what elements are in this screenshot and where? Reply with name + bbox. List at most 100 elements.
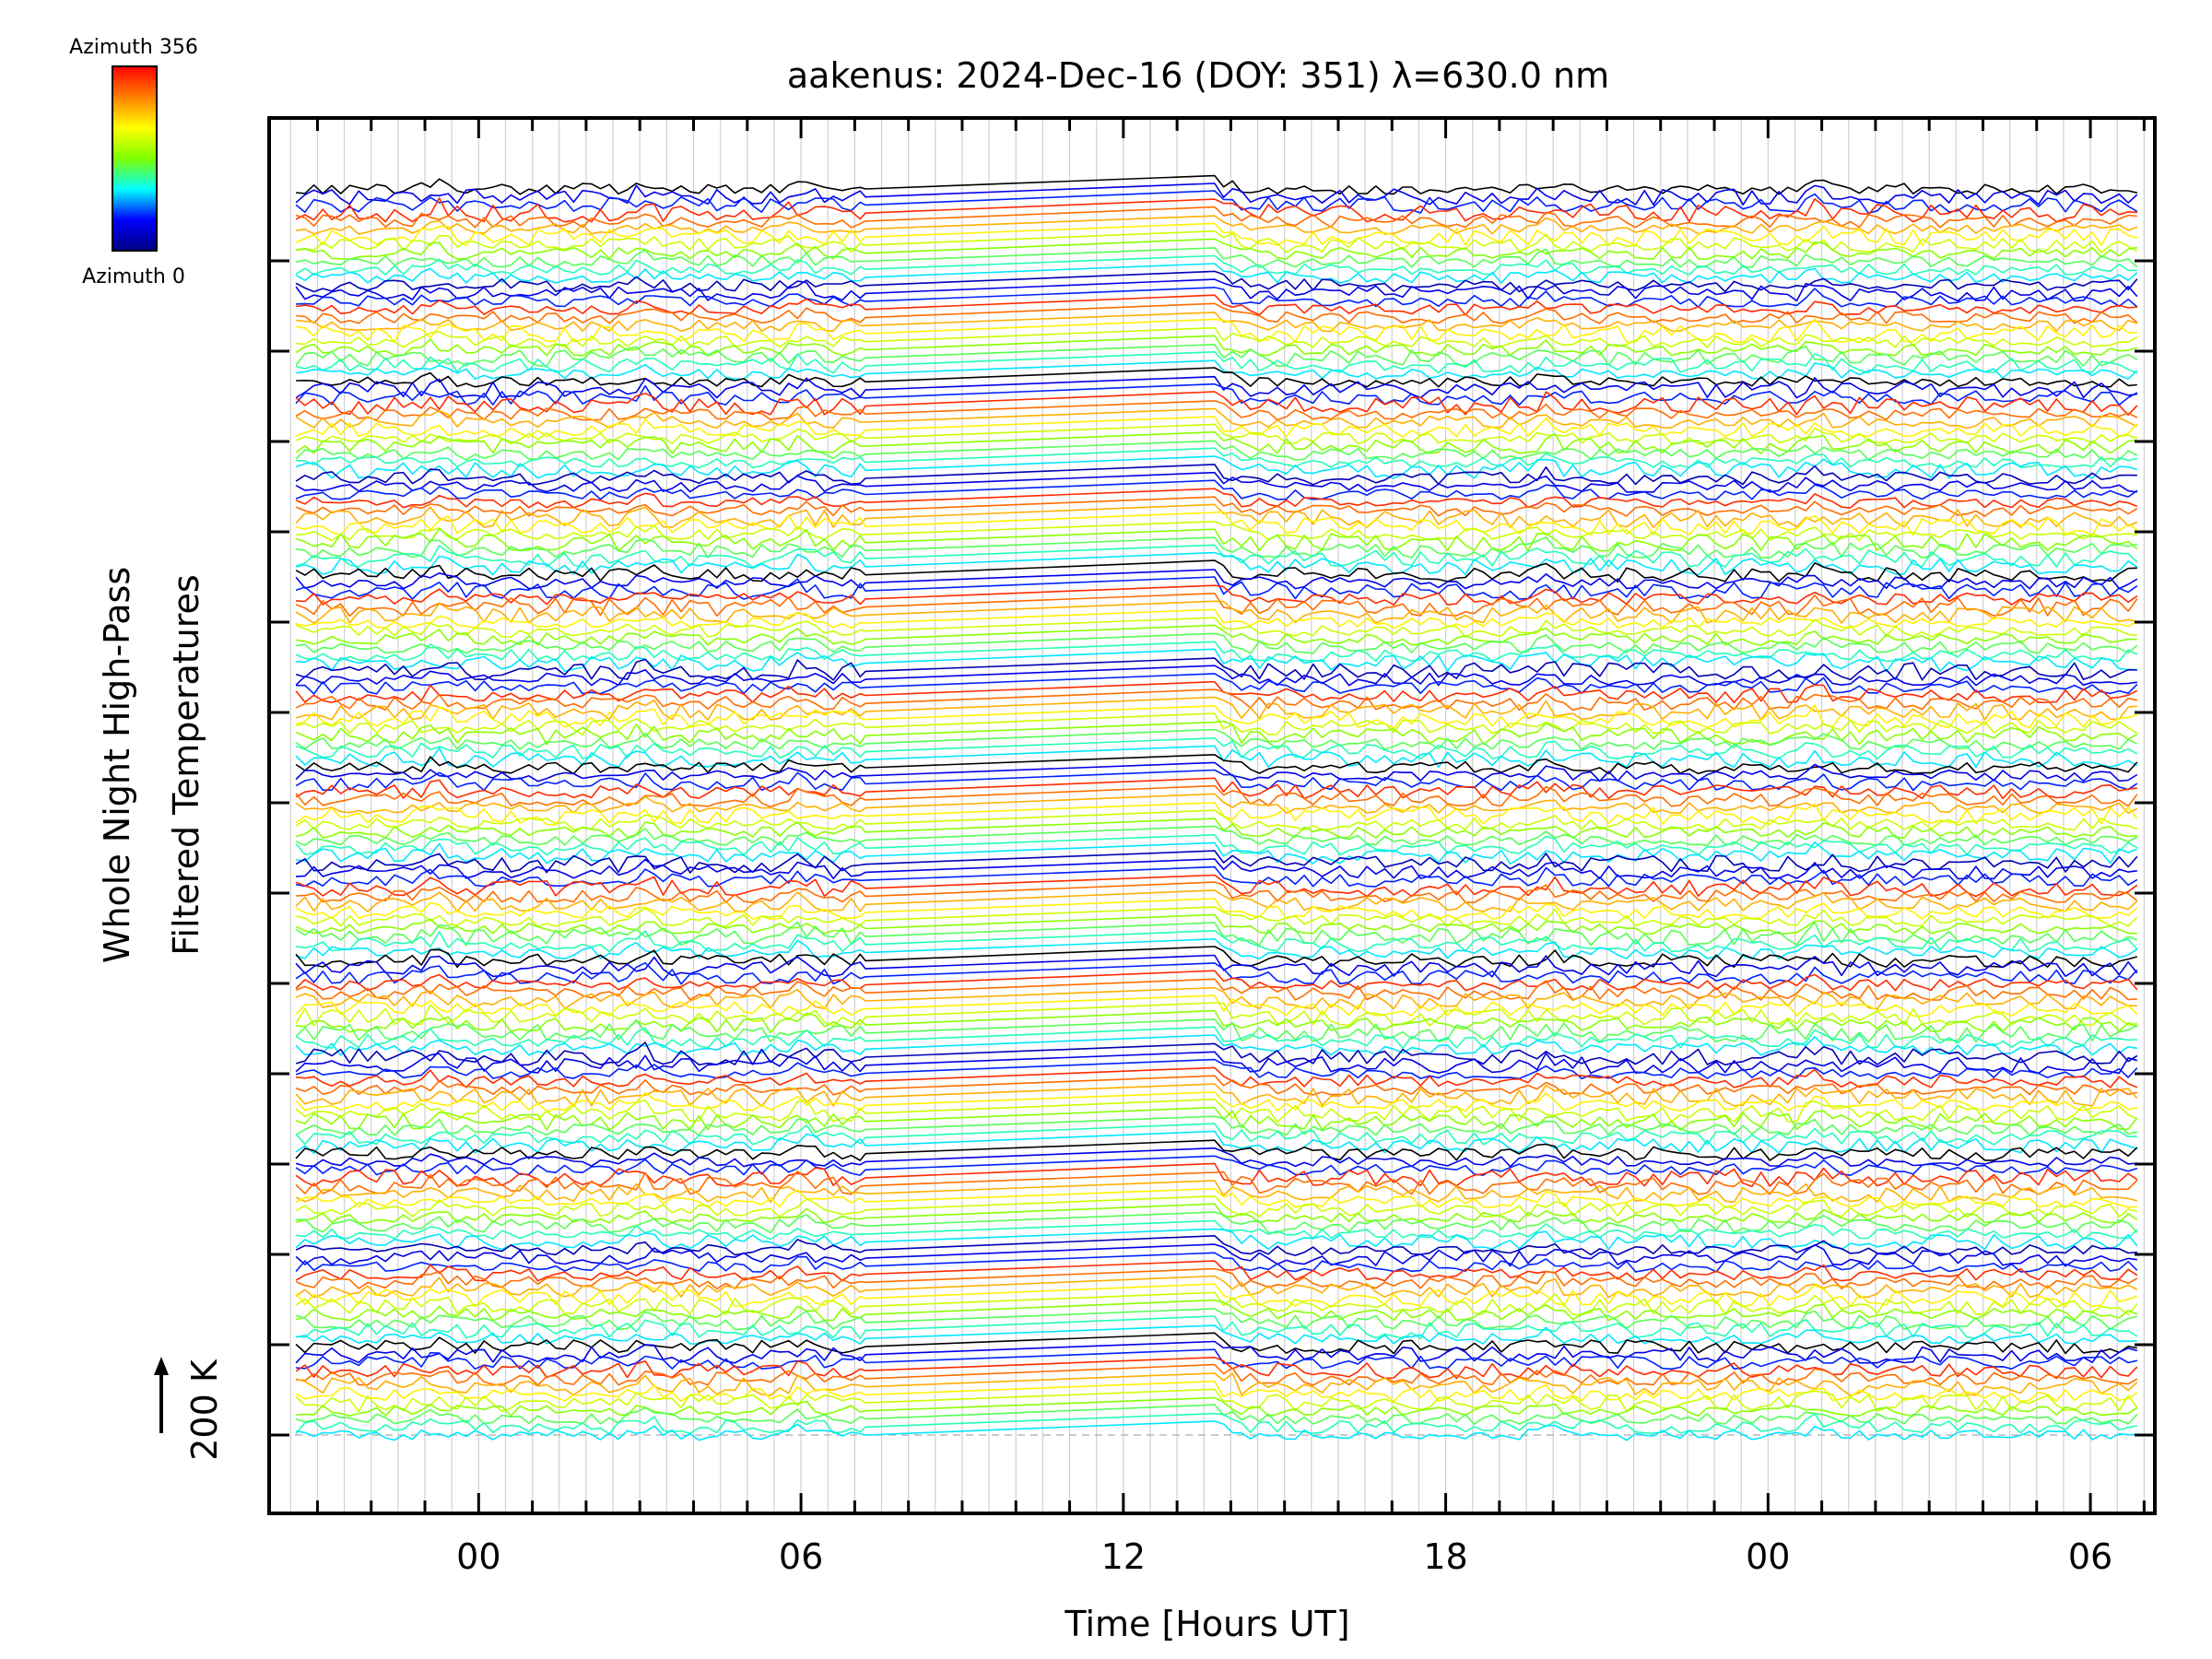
series-line <box>296 673 2138 695</box>
series-line <box>296 447 2137 469</box>
series-line <box>295 954 2138 978</box>
series-line <box>295 215 2138 235</box>
series-line <box>295 263 2138 284</box>
series-line <box>295 551 2138 576</box>
series-line <box>295 833 2138 856</box>
series-line <box>295 978 2137 1001</box>
series-line <box>295 1332 2137 1355</box>
series-line <box>295 350 2138 374</box>
x-tick-label: 12 <box>1101 1536 1146 1577</box>
series-line <box>295 1115 2137 1136</box>
series-line <box>295 440 2138 461</box>
series-line <box>295 696 2137 721</box>
series-line <box>295 1162 2138 1188</box>
series-line <box>295 1380 2138 1403</box>
series-line <box>295 535 2138 559</box>
colorbar: Azimuth 356 Azimuth 0 <box>69 36 198 288</box>
series-line <box>295 1083 2138 1107</box>
series-line <box>295 1155 2138 1176</box>
series-line <box>295 488 2138 509</box>
series-line <box>295 906 2138 928</box>
series-line <box>295 1106 2138 1131</box>
series-line <box>295 1147 2137 1168</box>
series-line <box>296 858 2137 880</box>
series-line <box>295 1412 2137 1435</box>
series-line <box>295 1340 2138 1364</box>
series-line <box>295 254 2137 276</box>
series-line <box>295 1228 2138 1251</box>
series-line <box>295 375 2137 399</box>
series-line <box>296 174 2137 195</box>
series-line <box>295 1051 2138 1075</box>
series-line <box>295 608 2138 629</box>
series-line <box>295 430 2137 454</box>
chart-title: aakenus: 2024-Dec-16 (DOY: 351) λ=630.0 … <box>787 55 1609 96</box>
series-line <box>295 1372 2138 1396</box>
scale-arrow-head <box>154 1357 169 1375</box>
series-line <box>295 769 2138 792</box>
x-tick-label: 00 <box>1746 1536 1790 1577</box>
series-line <box>295 1098 2138 1124</box>
series-line <box>295 913 2137 935</box>
series-line <box>295 720 2138 746</box>
series-line <box>295 641 2138 663</box>
series-line <box>296 584 2138 606</box>
series-line <box>295 1170 2138 1195</box>
series-line <box>296 881 2138 904</box>
series-line <box>295 728 2138 750</box>
series-line <box>296 648 2137 673</box>
series-line <box>296 1396 2138 1418</box>
plot-frame <box>267 116 2157 1515</box>
series-group <box>295 174 2138 1441</box>
series-line <box>295 802 2138 826</box>
series-line <box>295 559 2137 583</box>
series-line <box>295 222 2137 247</box>
series-line <box>296 841 2138 865</box>
series-line <box>295 270 2138 293</box>
series-line <box>295 464 2137 486</box>
series-line <box>295 1075 2137 1096</box>
series-line <box>295 182 2138 206</box>
series-line <box>295 455 2138 479</box>
x-tick-label: 06 <box>2068 1536 2112 1577</box>
series-line <box>295 592 2138 618</box>
series-line <box>295 665 2137 687</box>
series-line <box>296 1348 2137 1371</box>
series-line <box>295 1195 2137 1218</box>
series-line <box>295 777 2137 800</box>
series-line <box>295 238 2137 261</box>
series-line <box>295 1002 2137 1027</box>
y-axis-label-line1: Whole Night High-Pass <box>97 567 137 963</box>
series-line <box>295 657 2137 681</box>
series-line <box>295 576 2138 600</box>
series-line <box>295 1260 2138 1282</box>
series-line <box>295 986 2137 1010</box>
series-line <box>295 784 2138 808</box>
series-line <box>295 1324 2137 1345</box>
series-line <box>295 745 2138 769</box>
series-line <box>295 503 2138 529</box>
series-line <box>296 1211 2138 1234</box>
series-line <box>296 520 2137 542</box>
y-axis-label-line2: Filtered Temperatures <box>166 574 206 955</box>
series-line <box>295 793 2138 815</box>
x-tick-label: 18 <box>1423 1536 1467 1577</box>
series-line <box>295 1252 2138 1273</box>
series-line <box>295 1180 2137 1204</box>
series-line <box>295 569 2138 590</box>
series-line <box>295 1275 2138 1299</box>
scale-indicator: 200 K <box>154 1357 225 1461</box>
series-line <box>295 898 2138 921</box>
series-line <box>295 712 2138 736</box>
series-line <box>295 1404 2138 1425</box>
series-line <box>295 1123 2137 1146</box>
series-line <box>295 753 2138 775</box>
colorbar-bottom-label: Azimuth 0 <box>82 265 185 288</box>
series-line <box>295 850 2138 874</box>
series-line <box>295 391 2138 417</box>
series-line <box>295 970 2138 992</box>
series-line <box>295 206 2137 229</box>
scale-label: 200 K <box>184 1359 225 1461</box>
series-line <box>295 1291 2138 1316</box>
series-line <box>295 617 2137 639</box>
